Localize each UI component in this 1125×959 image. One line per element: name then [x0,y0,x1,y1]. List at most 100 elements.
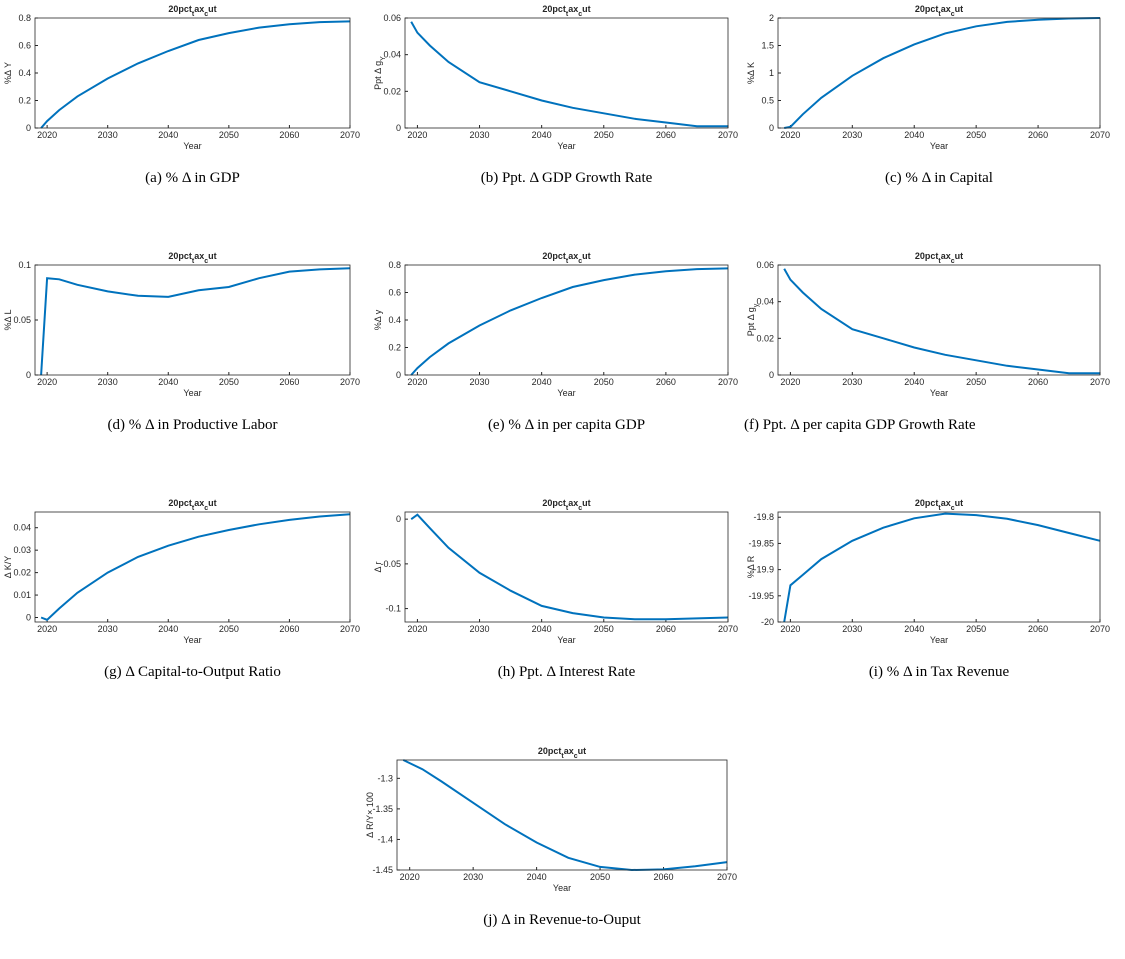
x-tick-label: 2020 [37,624,57,634]
x-tick-label: 2060 [654,872,674,882]
x-axis-label: Year [553,883,571,893]
y-axis-label: Ppt Δ gY [373,56,387,90]
caption: (b) Ppt. Δ GDP Growth Rate [480,170,653,186]
data-line [410,21,728,128]
y-tick-label: -0.1 [385,604,401,614]
x-tick-label: 2060 [1028,130,1048,140]
x-tick-label: 2070 [1090,624,1110,634]
chart-title: 20pcttaxcut [542,251,590,265]
caption: (j) Δ in Revenue-to-Ouput [483,912,641,928]
axes-box [396,759,728,871]
x-tick-label: 2040 [532,130,552,140]
x-tick-label: 2060 [1028,624,1048,634]
caption: (d) % Δ in Productive Labor [107,417,278,433]
x-tick-label: 2030 [98,130,118,140]
y-tick-label: 0 [26,370,31,380]
axes-box [777,264,1101,376]
data-line [410,267,729,376]
data-line [784,17,1101,129]
data-line [783,268,1100,375]
y-tick-label: 0.02 [383,86,401,96]
y-tick-label: 0.02 [13,568,31,578]
y-tick-label: 0.6 [18,41,31,51]
x-tick-label: 2030 [98,624,118,634]
x-tick-label: 2020 [400,872,420,882]
y-axis-label: %Δ R [746,555,756,578]
data-line [410,513,729,621]
data-line [40,20,351,129]
y-tick-label: 0.01 [13,590,31,600]
caption: (e) % Δ in per capita GDP [487,417,646,433]
x-tick-label: 2040 [158,130,178,140]
x-tick-label: 2040 [158,377,178,387]
x-tick-label: 2020 [407,377,427,387]
y-tick-label: -19.95 [748,591,774,601]
plot-area [405,512,728,622]
plot-area [35,18,350,128]
x-tick-label: 2070 [718,624,738,634]
x-tick-label: 2070 [340,130,360,140]
x-tick-label: 2040 [532,624,552,634]
chart-title: 20pcttaxcut [542,498,590,512]
x-axis-label: Year [557,141,575,151]
y-tick-label: -19.9 [753,565,774,575]
x-tick-label: 2030 [842,624,862,634]
y-tick-label: -19.8 [753,512,774,522]
axes-box [777,17,1101,129]
x-tick-label: 2070 [717,872,737,882]
y-tick-label: -1.35 [372,804,393,814]
plot-area [35,512,350,622]
y-tick-label: -0.05 [380,559,401,569]
y-tick-label: 2 [769,13,774,23]
y-axis-label: Ppt Δ gy [746,303,760,336]
y-tick-label: 0 [769,370,774,380]
data-line [783,512,1101,623]
chart-title: 20pcttaxcut [168,251,216,265]
y-axis-label: Δ K/Y [3,556,13,579]
y-tick-label: 0.1 [18,260,31,270]
x-tick-label: 2040 [904,130,924,140]
x-tick-label: 2020 [37,130,57,140]
chart-title: 20pcttaxcut [915,498,963,512]
y-tick-label: -1.45 [372,865,393,875]
y-tick-label: 0 [396,370,401,380]
y-tick-label: 0.8 [388,260,401,270]
x-tick-label: 2050 [594,377,614,387]
x-axis-label: Year [930,141,948,151]
x-tick-label: 2050 [966,130,986,140]
y-tick-label: -1.3 [377,773,393,783]
x-tick-label: 2040 [904,377,924,387]
x-tick-label: 2060 [279,130,299,140]
x-tick-label: 2020 [407,624,427,634]
y-tick-label: 0.4 [388,315,401,325]
x-tick-label: 2070 [340,624,360,634]
caption: (h) Ppt. Δ Interest Rate [497,664,636,680]
y-axis-label: %Δ y [373,309,383,330]
x-tick-label: 2040 [527,872,547,882]
chart-title: 20pcttaxcut [168,498,216,512]
data-line [40,513,351,621]
y-tick-label: 0.04 [13,523,31,533]
caption: (f) Ppt. Δ per capita GDP Growth Rate [744,417,976,433]
y-tick-label: 0 [26,123,31,133]
chart-title: 20pcttaxcut [538,746,586,760]
x-tick-label: 2050 [590,872,610,882]
y-axis-label: %Δ Y [3,62,13,84]
y-tick-label: 0.6 [388,288,401,298]
x-tick-label: 2050 [966,624,986,634]
x-axis-label: Year [557,635,575,645]
x-tick-label: 2020 [407,130,427,140]
plot-area [405,265,728,375]
axes-box [34,264,351,376]
axes-box [777,511,1101,623]
x-tick-label: 2050 [219,624,239,634]
x-tick-label: 2050 [594,624,614,634]
x-tick-label: 2060 [1028,377,1048,387]
x-axis-label: Year [930,388,948,398]
y-tick-label: 0.06 [756,260,774,270]
y-tick-label: 0 [26,613,31,623]
x-tick-label: 2020 [37,377,57,387]
data-line [402,759,728,872]
x-tick-label: 2060 [656,130,676,140]
x-tick-label: 2030 [98,377,118,387]
